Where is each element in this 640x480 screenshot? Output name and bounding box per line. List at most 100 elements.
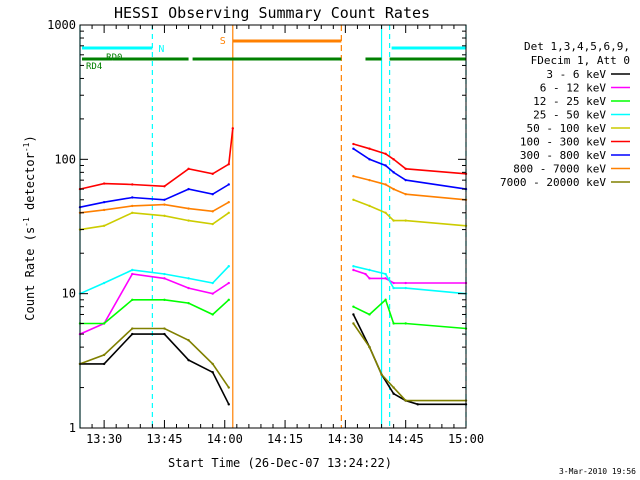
axes-layer: 13:30 13:45 14:00 14:15 14:30 14:45 15:00 1 10 10… [47, 18, 484, 446]
series-7-segment-0 [79, 201, 230, 214]
series-2-point-0-6 [227, 298, 230, 302]
series-layer [78, 127, 468, 406]
series-8-point-0-6 [227, 386, 230, 389]
series-4-segment-1 [353, 199, 467, 227]
y-axis-label: Count Rate (s-1 detector-1) [22, 135, 37, 320]
series-0-point-0-5 [211, 371, 214, 374]
series-2-point-1-4 [404, 322, 407, 325]
series-4-point-0-3 [163, 214, 166, 217]
series-5-point-0-2 [131, 183, 134, 186]
series-7-segment-1 [353, 175, 467, 201]
series-8-point-0-2 [131, 327, 134, 330]
series-8-point-0-4 [187, 339, 190, 342]
series-8-point-0-3 [163, 327, 166, 330]
flag-n-label: N [158, 44, 164, 55]
x-tick-label-5: 14:45 [388, 432, 424, 446]
series-6-point-0-5 [211, 193, 214, 196]
x-tick-label-6: 15:00 [448, 432, 484, 446]
series-0-segment-1 [352, 314, 466, 406]
series-2-point-1-1 [368, 313, 371, 316]
series-4-point-1-3 [392, 219, 395, 222]
series-5-point-0-1 [102, 182, 106, 185]
series-5-point-0-7 [231, 127, 234, 130]
plot-frame [79, 24, 467, 429]
series-0-point-1-3 [392, 392, 395, 395]
series-6-point-1-1 [368, 158, 371, 161]
y-label-sup-1: -1 [22, 217, 31, 227]
x-tick-label-0: 13:30 [86, 432, 122, 446]
series-3-point-1-3 [392, 286, 395, 290]
y-label-end: ) [23, 135, 37, 142]
series-4-point-0-4 [187, 219, 190, 222]
legend-label-6: 300 - 800 keV [520, 149, 606, 162]
series-1-point-1-2 [368, 277, 371, 280]
flags-layer: N S RD0 RD4 [82, 36, 466, 72]
series-7-point-0-5 [211, 210, 214, 213]
series-0-point-1-5 [416, 403, 419, 406]
series-6-point-1-0 [352, 147, 355, 150]
series-6-point-1-3 [392, 171, 395, 174]
series-1-segment-1 [353, 269, 466, 284]
series-3-point-1-0 [352, 265, 355, 268]
series-3-point-0-6 [227, 265, 230, 268]
series-5-point-0-5 [211, 172, 214, 176]
series-7-point-1-0 [352, 174, 355, 178]
series-7-point-0-1 [102, 208, 106, 212]
series-7-point-0-3 [163, 203, 166, 206]
series-6-point-0-3 [163, 198, 166, 201]
series-5-point-1-2 [384, 152, 387, 155]
series-3-point-0-5 [211, 281, 214, 285]
x-tick-label-3: 14:15 [267, 432, 303, 446]
series-3-segment-1 [353, 265, 467, 295]
series-2-segment-0 [80, 298, 230, 325]
series-4-point-1-1 [368, 204, 371, 208]
series-4-point-0-2 [131, 211, 134, 214]
y-tick-label-2: 100 [54, 152, 76, 166]
series-4-segment-0 [79, 211, 230, 231]
series-5-segment-0 [79, 128, 234, 190]
series-6-point-1-4 [404, 178, 407, 182]
series-1-point-1-0 [352, 268, 355, 272]
legend-label-3: 25 - 50 keV [533, 109, 606, 122]
series-3-segment-0 [79, 265, 230, 295]
legend-label-5: 100 - 300 keV [520, 136, 606, 149]
legend-label-4: 50 - 100 keV [527, 122, 607, 135]
series-8-point-1-0 [352, 322, 355, 325]
series-0-point-0-4 [187, 358, 190, 362]
series-0-point-0-1 [102, 362, 106, 366]
legend-title-line-1: Det 1,3,4,5,6,9, [524, 40, 630, 53]
series-3-point-1-2 [384, 272, 387, 276]
series-2-point-1-3 [392, 322, 395, 325]
series-1-point-1-3 [384, 277, 387, 280]
series-8-point-0-5 [211, 362, 214, 366]
series-6-segment-0 [79, 183, 230, 208]
series-6-point-0-1 [102, 200, 106, 204]
series-2-point-0-3 [163, 298, 166, 302]
series-7-point-0-4 [187, 207, 190, 210]
series-5-point-0-4 [187, 167, 190, 171]
series-8-segment-0 [79, 327, 230, 389]
legend-label-8: 7000 - 20000 keV [500, 176, 606, 189]
series-7-point-1-3 [392, 187, 395, 191]
series-2-point-0-4 [187, 301, 190, 305]
series-6-point-0-4 [187, 187, 190, 191]
plot-lines [79, 25, 467, 428]
x-axis-label: Start Time (26-Dec-07 13:24:22) [168, 456, 392, 470]
legend: Det 1,3,4,5,6,9, FDecim 1, Att 0 3 - 6 k… [500, 40, 630, 189]
series-0-segment-0 [80, 333, 230, 405]
y-tick-label-3: 1000 [47, 18, 76, 32]
series-7-point-1-4 [404, 193, 407, 196]
series-6-point-1-2 [384, 164, 387, 167]
series-4-point-0-1 [102, 224, 106, 228]
series-8-point-1-4 [404, 399, 407, 402]
x-tick-label-2: 14:00 [207, 432, 243, 446]
series-5-point-0-6 [227, 162, 230, 166]
legend-title-line-2: FDecim 1, Att 0 [531, 54, 630, 67]
series-1-point-0-6 [227, 281, 230, 285]
series-1-point-1-1 [364, 272, 367, 276]
legend-label-7: 800 - 7000 keV [513, 163, 606, 176]
series-7-point-1-1 [368, 178, 371, 182]
series-1-point-0-4 [187, 286, 190, 290]
flag-s-label: S [220, 36, 226, 47]
